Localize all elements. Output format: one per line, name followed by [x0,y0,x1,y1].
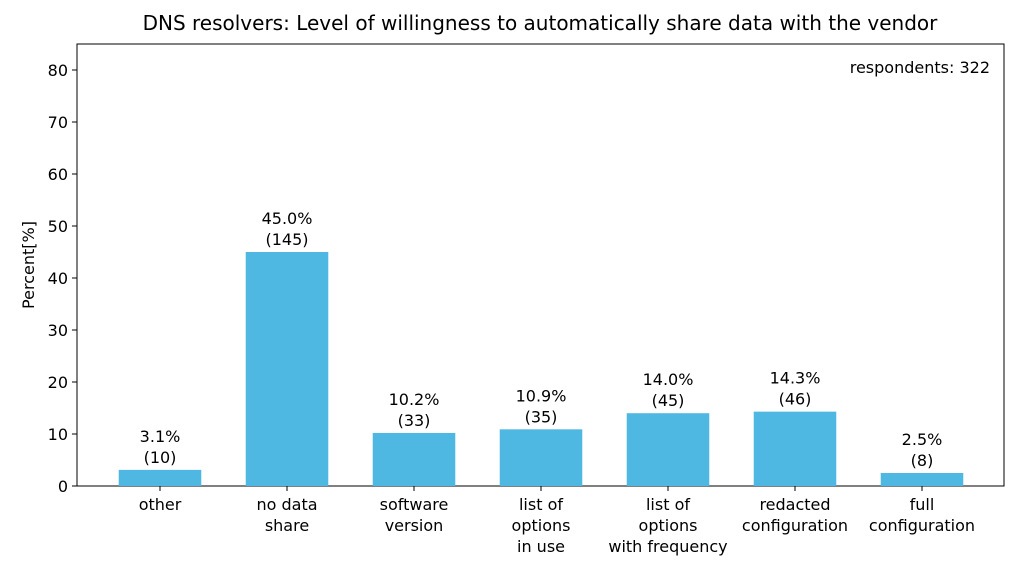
value-label: 14.3% [770,369,821,388]
y-tick-label: 0 [58,477,68,496]
count-label: (46) [779,390,812,409]
count-label: (33) [398,411,431,430]
count-label: (35) [525,407,558,426]
x-tick-label: no data share [256,495,317,535]
x-tick-label: software version [380,495,449,535]
y-tick-label: 10 [48,425,68,444]
x-tick-label: redacted configuration [742,495,848,535]
y-tick-label: 70 [48,113,68,132]
bar [245,252,329,486]
y-tick-label: 30 [48,321,68,340]
value-label: 10.9% [516,386,567,405]
value-label: 14.0% [643,370,694,389]
count-label: (10) [144,448,177,467]
count-label: (8) [911,451,934,470]
bar [753,411,837,486]
x-tick-label: full configuration [869,495,975,535]
y-tick-label: 40 [48,269,68,288]
annotation: respondents: 322 [850,58,990,77]
value-label: 10.2% [389,390,440,409]
chart-title: DNS resolvers: Level of willingness to a… [143,11,939,35]
bar [880,473,964,486]
y-tick-label: 60 [48,165,68,184]
x-tick-label: other [139,495,182,514]
count-label: (145) [265,230,308,249]
count-label: (45) [652,391,685,410]
y-axis-label: Percent[%] [19,221,38,309]
x-tick-label: list of options in use [512,495,571,556]
y-tick-label: 50 [48,217,68,236]
bar [626,413,710,486]
bar [118,469,202,486]
value-label: 45.0% [262,209,313,228]
y-tick-label: 80 [48,61,68,80]
bar [499,429,583,486]
x-tick-label: list of options with frequency [608,495,727,556]
value-label: 3.1% [140,427,181,446]
y-tick-label: 20 [48,373,68,392]
bar [372,432,456,486]
value-label: 2.5% [902,430,943,449]
